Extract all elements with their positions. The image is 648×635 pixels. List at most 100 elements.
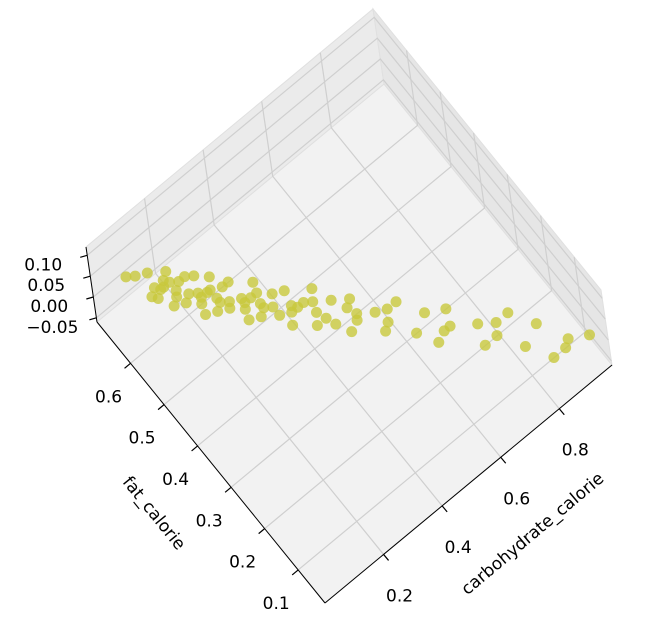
point	[341, 302, 353, 314]
point	[344, 293, 356, 305]
point	[491, 330, 503, 342]
point	[320, 312, 332, 324]
point	[183, 288, 195, 300]
y-axis-line	[96, 321, 326, 604]
y-tick-label: 0.1	[263, 594, 290, 614]
point	[502, 307, 514, 319]
z-tick	[83, 275, 91, 279]
grid-line	[319, 52, 560, 410]
point	[307, 296, 319, 308]
point	[239, 297, 251, 309]
point	[472, 318, 484, 330]
point	[440, 303, 452, 315]
point	[157, 275, 169, 287]
z-tick	[80, 254, 88, 258]
grid	[86, 16, 612, 571]
point	[129, 270, 141, 282]
point	[179, 271, 191, 283]
points	[120, 266, 595, 363]
z-axis-line	[85, 246, 98, 323]
x-axis-label: carbohydrate_calorie	[458, 469, 608, 600]
z-tick-label: −0.05	[26, 318, 78, 338]
y-tick-label: 0.5	[129, 429, 156, 449]
grid-line	[261, 101, 502, 458]
point	[278, 285, 290, 297]
grid-line	[96, 78, 612, 362]
point	[548, 351, 560, 363]
y-tick	[258, 528, 266, 535]
point	[562, 333, 574, 345]
x-tick	[383, 554, 390, 561]
point	[287, 319, 299, 331]
point	[381, 303, 393, 315]
x-tick-label: 0.2	[386, 586, 413, 606]
x-tick-label: 0.6	[503, 489, 530, 509]
point	[267, 301, 279, 313]
point	[530, 318, 542, 330]
point	[382, 316, 394, 328]
grid-line	[86, 16, 603, 299]
grid-line	[264, 215, 553, 530]
z-tick	[86, 296, 94, 300]
point	[433, 336, 445, 348]
point	[188, 270, 200, 282]
point	[583, 329, 595, 341]
grid-line	[89, 37, 606, 320]
point	[120, 271, 132, 283]
point	[168, 300, 180, 312]
panes	[85, 7, 613, 604]
point	[274, 309, 286, 321]
x-tick	[441, 505, 448, 513]
x-tick	[500, 456, 507, 464]
point	[170, 284, 182, 296]
point	[222, 276, 234, 288]
grid-line	[202, 149, 443, 507]
y-tick	[124, 362, 131, 369]
point	[369, 306, 381, 318]
point	[444, 320, 456, 332]
point	[351, 308, 363, 320]
point	[346, 326, 358, 338]
point	[390, 296, 402, 308]
x-tick	[558, 408, 565, 416]
point	[310, 306, 322, 318]
point	[203, 271, 215, 283]
point	[292, 301, 304, 313]
z-tick-label: 0.05	[27, 276, 65, 296]
z-tick-label: 0.10	[24, 255, 62, 275]
point	[195, 291, 207, 303]
z-tick	[89, 317, 97, 321]
point	[180, 297, 192, 309]
point	[211, 292, 223, 304]
y-tick-label: 0.3	[196, 511, 223, 531]
point	[306, 283, 318, 295]
y-tick	[291, 569, 299, 576]
grid-line	[92, 58, 609, 341]
y-tick-label: 0.2	[229, 553, 256, 573]
point	[223, 296, 235, 308]
y-tick-label: 0.6	[95, 387, 122, 407]
grid-line	[143, 198, 385, 555]
point	[254, 298, 266, 310]
y-tick	[157, 404, 165, 411]
point	[160, 266, 172, 278]
point	[266, 288, 278, 300]
point	[212, 305, 224, 317]
grid-line	[230, 174, 519, 488]
grid-line	[163, 91, 452, 406]
x-axis-line	[324, 364, 613, 604]
z-tick-label: 0.00	[30, 297, 68, 317]
y-tick	[224, 486, 232, 493]
point	[419, 307, 431, 319]
point	[519, 341, 531, 353]
point	[325, 294, 337, 306]
back-right-pane	[372, 7, 613, 367]
point	[311, 320, 323, 332]
point	[243, 314, 255, 326]
y-tick-label: 0.4	[162, 470, 189, 490]
point	[200, 309, 212, 321]
point	[560, 342, 572, 354]
point	[330, 318, 342, 330]
point	[146, 291, 158, 303]
